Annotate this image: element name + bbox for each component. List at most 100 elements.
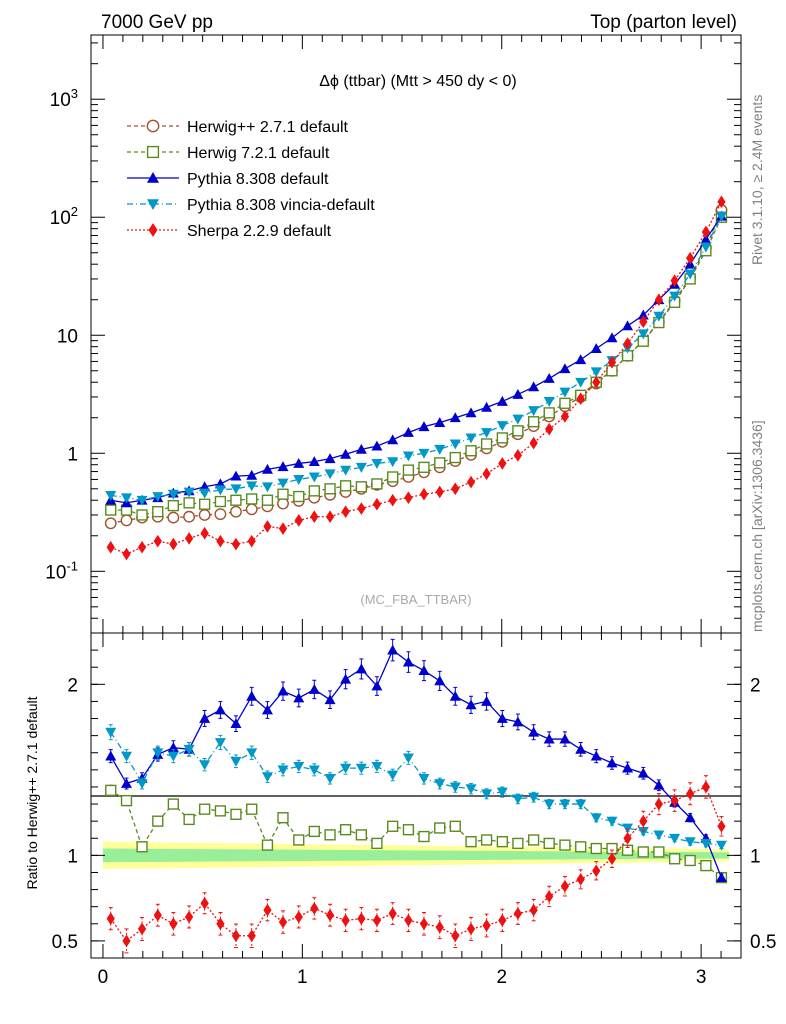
- data-point: [371, 478, 383, 490]
- data-point: [230, 470, 242, 481]
- ratio-series-layer: [105, 638, 728, 954]
- data-point: [246, 748, 258, 759]
- data-point: [340, 448, 352, 459]
- data-point: [246, 690, 258, 701]
- data-point: [590, 813, 602, 824]
- data-point: [402, 451, 414, 462]
- data-point: [653, 311, 665, 322]
- series-line: [110, 201, 723, 555]
- data-point: [261, 704, 273, 715]
- data-point: [277, 478, 289, 489]
- data-point: [512, 794, 524, 805]
- data-point: [308, 485, 320, 497]
- data-point: [261, 482, 273, 493]
- data-point: [559, 839, 571, 851]
- ratio-y-tick-label-right: 1: [750, 846, 761, 867]
- data-point: [261, 839, 274, 851]
- data-point: [543, 407, 555, 419]
- data-point: [355, 829, 368, 841]
- data-point: [529, 903, 538, 917]
- data-point: [104, 517, 117, 530]
- data-point: [592, 864, 601, 878]
- data-point: [277, 497, 289, 510]
- data-point: [372, 497, 382, 511]
- data-point: [512, 425, 524, 437]
- data-point: [528, 406, 540, 417]
- data-point: [715, 872, 727, 883]
- data-point: [214, 805, 227, 817]
- data-point: [153, 534, 162, 548]
- data-point: [120, 493, 132, 504]
- data-point: [341, 505, 350, 518]
- data-point: [449, 412, 461, 423]
- data-point: [637, 767, 649, 778]
- data-point: [247, 929, 256, 943]
- data-point: [184, 532, 194, 545]
- data-point: [684, 854, 696, 867]
- main-panel: 10-1 1 10 102 103 Δϕ (ttbar) (Mtt > 450 dy <…: [45, 34, 742, 634]
- data-point: [341, 914, 350, 927]
- main-series-pythia-8-308-vincia-default: [105, 211, 727, 506]
- data-point: [214, 495, 227, 508]
- data-point: [419, 917, 429, 931]
- data-point: [402, 464, 415, 476]
- data-point: [387, 434, 399, 445]
- data-point: [167, 798, 179, 810]
- data-point: [498, 914, 507, 927]
- data-point: [214, 485, 226, 496]
- data-point: [355, 663, 367, 674]
- data-point: [434, 822, 446, 834]
- data-point: [560, 879, 570, 893]
- data-point: [543, 397, 555, 407]
- data-point: [686, 787, 695, 801]
- data-point: [449, 820, 461, 832]
- data-point: [120, 778, 132, 788]
- data-point: [372, 914, 382, 927]
- data-point: [105, 784, 117, 797]
- data-point: [200, 526, 209, 540]
- data-point: [668, 853, 681, 865]
- data-point: [590, 750, 602, 761]
- data-point: [576, 392, 585, 406]
- data-point: [418, 421, 430, 432]
- data-point: [278, 915, 288, 929]
- data-point: [183, 497, 195, 509]
- data-point: [653, 830, 665, 841]
- data-point: [717, 195, 726, 209]
- data-point: [434, 457, 446, 469]
- data-point: [434, 444, 446, 455]
- data-point: [293, 692, 305, 703]
- data-point: [482, 919, 491, 932]
- side-labels: Rivet 3.1.10, ≥ 2.4M events mcplots.cern…: [749, 95, 765, 632]
- data-point: [245, 503, 258, 516]
- data-point: [355, 763, 367, 774]
- data-point: [545, 422, 554, 436]
- data-point: [639, 814, 648, 828]
- data-point: [639, 315, 648, 329]
- ratio-y-tick-label-left: 1: [67, 846, 78, 867]
- data-point: [371, 762, 383, 772]
- data-point: [122, 547, 131, 561]
- data-point: [653, 779, 665, 790]
- data-point: [199, 488, 211, 499]
- data-point: [324, 694, 336, 705]
- main-y-tick-label: 10-1: [45, 558, 78, 583]
- legend-entry-herwig-2-7-1-default: Herwig++ 2.7.1 default: [127, 119, 349, 136]
- main-series-pythia-8-308-default: [105, 210, 727, 508]
- data-point: [496, 421, 508, 431]
- data-point: [200, 896, 209, 910]
- data-point: [308, 765, 320, 776]
- data-point: [590, 343, 602, 354]
- data-point: [543, 373, 555, 383]
- data-point: [575, 799, 587, 810]
- data-point: [512, 388, 524, 399]
- data-point: [575, 377, 587, 388]
- data-point: [137, 922, 147, 936]
- data-point: [246, 493, 258, 505]
- series-line: [110, 215, 722, 504]
- ratio-series-herwig-7-2-1-default: [105, 784, 728, 884]
- ratio-series-pythia-8-308-vincia-default: [105, 724, 727, 851]
- data-point: [481, 428, 493, 438]
- ratio-y-tick-label-left: 2: [67, 675, 78, 696]
- legend-marker: [147, 199, 159, 210]
